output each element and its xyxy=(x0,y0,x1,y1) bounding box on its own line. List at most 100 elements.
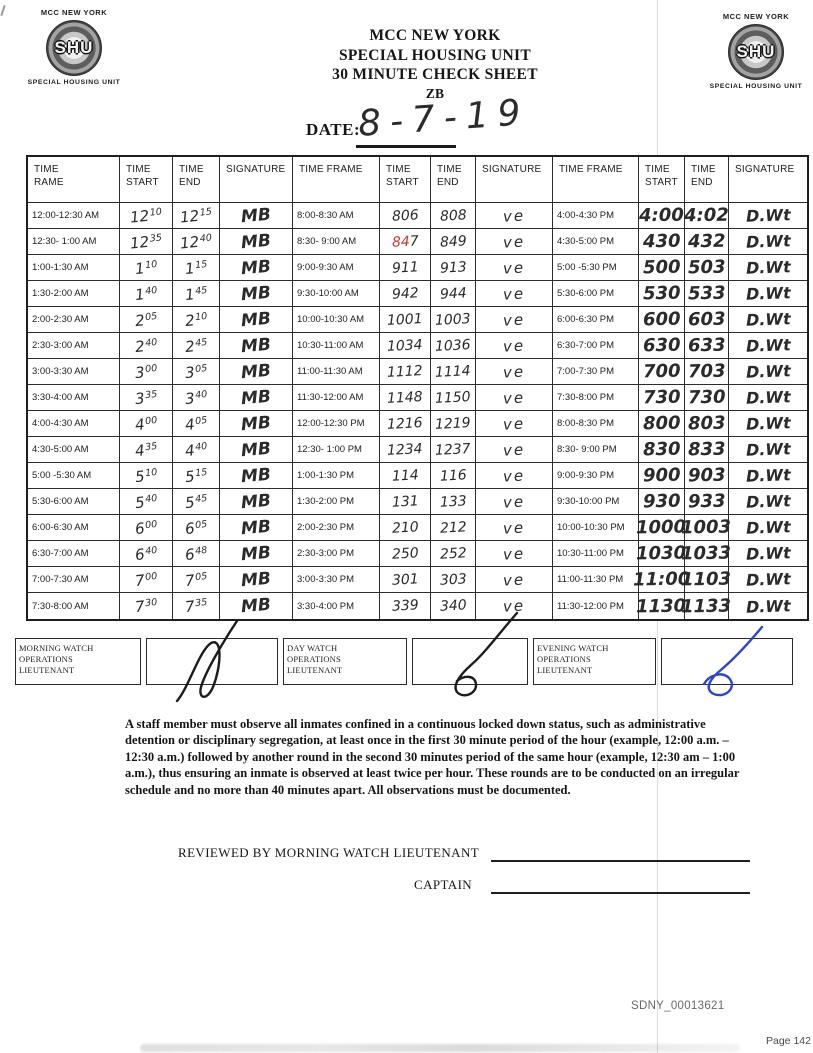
signature-cell: D.Wt xyxy=(729,307,807,333)
handwritten-signature: ve xyxy=(502,361,526,382)
signature-cell: MB xyxy=(220,411,293,437)
raised-minutes: 35 xyxy=(194,596,208,610)
handwritten-signature: MB xyxy=(240,542,272,565)
bates-number: SDNY_00013621 xyxy=(631,1000,725,1012)
time-frame-cell: 1:30-2:00 AM xyxy=(28,281,120,307)
time-end-cell: 705 xyxy=(173,567,220,593)
raised-minutes: 48 xyxy=(194,544,208,557)
handwritten-time: 1130 xyxy=(636,595,687,617)
handwritten-signature: D.Wt xyxy=(745,595,791,617)
handwritten-time: 4:02 xyxy=(683,204,730,227)
handwritten-time: 930 xyxy=(642,490,681,513)
time-frame-cell: 8:00-8:30 AM xyxy=(293,203,380,229)
handwritten-signature: ve xyxy=(502,413,526,434)
time-start-cell: 335 xyxy=(120,385,173,411)
time-frame-cell: 9:30-10:00 AM xyxy=(293,281,380,307)
time-start-cell: 110 xyxy=(120,255,173,281)
time-end-cell: 1114 xyxy=(431,359,476,385)
signature-cell: D.Wt xyxy=(729,411,807,437)
raised-minutes: 00 xyxy=(144,518,158,531)
signature-cell: ve xyxy=(476,203,553,229)
handwritten-time: 140 xyxy=(133,284,158,304)
handwritten-time: 630 xyxy=(642,334,681,357)
day-watch-signature-box xyxy=(412,611,528,697)
time-start-cell: 1000 xyxy=(636,515,687,541)
raised-minutes: 40 xyxy=(144,544,158,557)
handwritten-time: 503 xyxy=(687,256,726,279)
signature-cell: MB xyxy=(220,515,293,541)
signature-cell: D.Wt xyxy=(729,385,807,411)
signature-cell: ve xyxy=(476,541,553,567)
scan-artifact-smudge xyxy=(140,1044,740,1052)
time-end-cell: 1003 xyxy=(431,307,476,333)
time-start-cell: 210 xyxy=(380,515,431,541)
time-end-cell: 944 xyxy=(431,281,476,307)
handwritten-time: 305 xyxy=(183,362,208,382)
time-frame-cell: 7:00-7:30 PM xyxy=(553,359,639,385)
time-start-cell: 806 xyxy=(380,203,431,229)
handwritten-signature: D.Wt xyxy=(745,309,791,330)
time-frame-cell: 9:00-9:30 PM xyxy=(553,463,639,489)
handwritten-signature: MB xyxy=(240,594,272,618)
handwritten-time: 806 xyxy=(391,206,419,225)
handwritten-time: 730 xyxy=(687,386,726,409)
time-frame-cell: 1:00-1:30 AM xyxy=(28,255,120,281)
handwritten-signature: ve xyxy=(502,231,526,252)
time-end-cell: 245 xyxy=(173,333,220,359)
signature-cell: D.Wt xyxy=(729,229,807,255)
time-end-cell: 1240 xyxy=(173,229,220,255)
time-frame-cell: 8:30- 9:00 AM xyxy=(293,229,380,255)
handwritten-signature: D.Wt xyxy=(745,491,791,512)
handwritten-time: 600 xyxy=(133,518,158,538)
handwritten-time: 405 xyxy=(183,414,208,434)
handwritten-time: 1237 xyxy=(434,440,472,459)
time-end-cell: 1219 xyxy=(431,411,476,437)
seal-letters: SHU xyxy=(54,38,94,57)
handwritten-signature: D.Wt xyxy=(745,413,791,434)
time-end-cell: 340 xyxy=(431,593,476,619)
time-frame-cell: 6:00-6:30 PM xyxy=(553,307,639,333)
handwritten-signature: ve xyxy=(502,335,526,356)
handwritten-signature: ve xyxy=(502,309,526,330)
handwritten-time: 1148 xyxy=(386,388,424,407)
handwritten-signature: D.Wt xyxy=(745,205,791,226)
scan-artifact-mark xyxy=(0,4,6,17)
time-end-cell: 730 xyxy=(685,385,729,411)
time-start-cell: 430 xyxy=(639,229,685,255)
signature-cell: D.Wt xyxy=(729,463,807,489)
time-end-cell: 1003 xyxy=(681,515,732,541)
handwritten-time: 1034 xyxy=(386,336,424,355)
time-start-cell: 131 xyxy=(380,489,431,515)
raised-minutes: 15 xyxy=(194,466,208,479)
raised-minutes: 40 xyxy=(144,284,158,297)
column-header: TIME END xyxy=(173,157,220,203)
reviewed-by-label: REVIEWED BY MORNING WATCH LIEUTENANT xyxy=(178,845,480,860)
time-frame-cell: 2:30-3:00 AM xyxy=(28,333,120,359)
handwritten-time: 435 xyxy=(133,440,158,460)
handwritten-time: 600 xyxy=(642,308,681,331)
time-end-cell: 605 xyxy=(173,515,220,541)
handwritten-time: 735 xyxy=(183,596,208,617)
time-start-cell: 205 xyxy=(120,307,173,333)
signature-cell: ve xyxy=(476,333,553,359)
column-header: TIME START xyxy=(639,157,685,203)
handwritten-signature: D.Wt xyxy=(745,335,791,356)
signature-cell: MB xyxy=(220,307,293,333)
day-watch-label: DAY WATCH OPERATIONS LIEUTENANT xyxy=(283,638,407,685)
time-end-cell: 1215 xyxy=(173,203,220,229)
handwritten-time: 913 xyxy=(439,258,467,277)
handwritten-time: 944 xyxy=(439,284,467,303)
time-end-cell: 1036 xyxy=(431,333,476,359)
column-header: SIGNATURE xyxy=(220,157,293,203)
time-start-cell: 600 xyxy=(120,515,173,541)
handwritten-signature: MB xyxy=(240,230,272,253)
time-end-cell: 252 xyxy=(431,541,476,567)
signature-cell: D.Wt xyxy=(729,515,807,541)
signature-cell: ve xyxy=(476,359,553,385)
signature-cell: MB xyxy=(220,333,293,359)
handwritten-time: 131 xyxy=(391,492,419,511)
raised-minutes: 35 xyxy=(144,388,158,401)
time-start-cell: 540 xyxy=(120,489,173,515)
time-end-cell: 340 xyxy=(173,385,220,411)
